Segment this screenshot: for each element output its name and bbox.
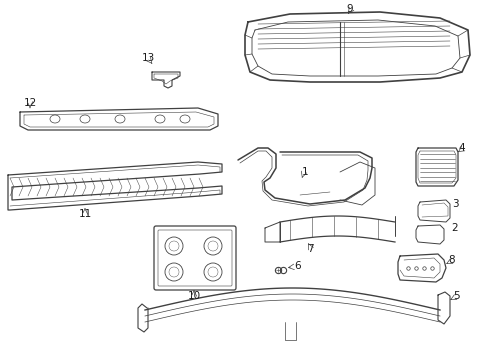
- Text: 8: 8: [449, 255, 455, 265]
- Text: 7: 7: [307, 244, 313, 254]
- Text: 11: 11: [78, 209, 92, 219]
- Text: 2: 2: [452, 223, 458, 233]
- Text: 12: 12: [24, 98, 37, 108]
- Text: 4: 4: [459, 143, 466, 153]
- Text: 10: 10: [188, 291, 200, 301]
- Text: 3: 3: [452, 199, 458, 209]
- Text: 9: 9: [347, 4, 353, 14]
- Text: 6: 6: [294, 261, 301, 271]
- Text: 5: 5: [453, 291, 459, 301]
- Text: 13: 13: [142, 53, 155, 63]
- Text: 1: 1: [302, 167, 308, 177]
